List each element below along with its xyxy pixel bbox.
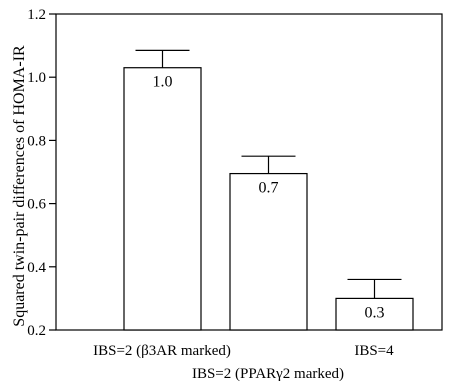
y-tick-label-4: 1.0 bbox=[27, 70, 46, 86]
y-tick-label-2: 0.6 bbox=[27, 197, 46, 213]
category-label-1: IBS=2 (PPARγ2 marked) bbox=[192, 366, 344, 382]
category-label-2: IBS=4 bbox=[354, 343, 394, 359]
bar-0 bbox=[123, 67, 202, 331]
y-tick-label-0: 0.2 bbox=[27, 323, 46, 339]
error-bars bbox=[135, 49, 402, 299]
data-label-2: 0.3 bbox=[365, 304, 385, 321]
bars bbox=[123, 67, 414, 331]
y-tick-label-1: 0.4 bbox=[27, 260, 46, 276]
data-label-0: 1.0 bbox=[153, 74, 173, 91]
y-tick-label-3: 0.8 bbox=[27, 133, 46, 149]
bar-1 bbox=[229, 172, 308, 331]
category-labels: IBS=2 (β3AR marked) IBS=2 (PPARγ2 marked)… bbox=[93, 343, 394, 382]
data-label-1: 0.7 bbox=[259, 180, 279, 197]
data-labels: 1.0 0.7 0.3 bbox=[153, 74, 385, 322]
y-axis-ticks: 0.2 0.4 0.6 0.8 1.0 1.2 bbox=[27, 7, 56, 339]
category-label-0: IBS=2 (β3AR marked) bbox=[93, 343, 231, 359]
y-axis-label: Squared twin-pair differences of HOMA-IR bbox=[11, 45, 28, 327]
y-tick-label-5: 1.2 bbox=[27, 7, 46, 23]
